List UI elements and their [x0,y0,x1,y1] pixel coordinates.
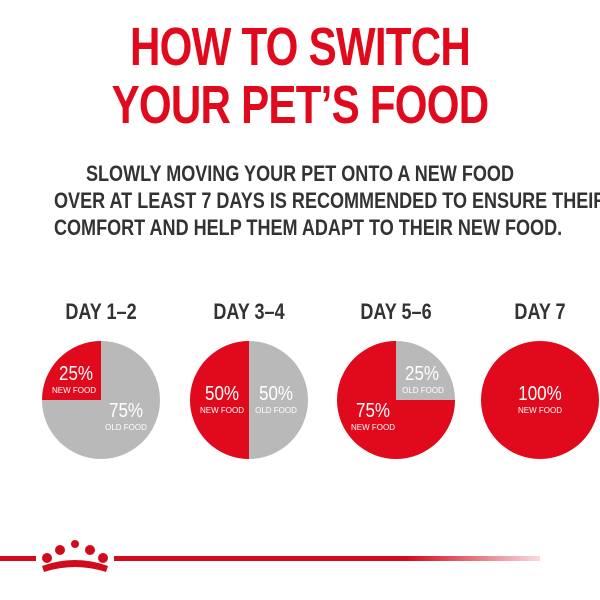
pie-3-old-caption: OLD FOOD [402,386,444,395]
pie-1-old-caption: OLD FOOD [105,423,147,432]
pie-slice-new-food [42,341,101,400]
intro-line-1: SLOWLY MOVING YOUR PET ONTO A NEW FOOD [86,161,514,186]
pie-2-old-caption: OLD FOOD [255,406,297,415]
intro-line-3: COMFORT AND HELP THEM ADAPT TO THEIR NEW… [54,215,563,240]
page-title: HOW TO SWITCH YOUR PET’S FOOD [66,18,534,134]
title-line-2: YOUR PET’S FOOD [111,75,490,135]
day-7-label: DAY 7 [514,299,566,324]
pie-3-new-pct: 75% [355,400,391,422]
pie-day-1-2-chart [42,341,160,459]
pie-2-new-pct: 50% [204,383,240,405]
pie-1-old-pct: 75% [108,400,144,422]
pie-slice-new-food [481,341,599,459]
pie-day-3-4-chart [190,341,308,459]
crown-logo-svg [42,540,108,572]
pie-day-3-4: 50% NEW FOOD 50% OLD FOOD [189,340,309,460]
pie-day-5-6-chart [337,341,455,459]
day-1-2-label: DAY 1–2 [65,299,137,324]
crown-logo-icon [36,536,114,580]
pie-day-7: 100% NEW FOOD [480,340,600,460]
pie-day-1-2: 25% NEW FOOD 75% OLD FOOD [41,340,161,460]
intro-text: SLOWLY MOVING YOUR PET ONTO A NEW FOOD O… [54,160,600,241]
pie-day-7-chart [481,341,599,459]
pie-slice-new-food [190,341,249,459]
pie-2-old-pct: 50% [258,383,294,405]
pie-3-old-pct: 25% [404,363,440,385]
pie-3-new-caption: NEW FOOD [351,423,395,432]
pie-slice-new-food [337,341,455,459]
day-5-6-label: DAY 5–6 [360,299,432,324]
pie-4-new-pct: 100% [518,383,562,405]
title-line-1: HOW TO SWITCH [129,17,471,77]
pie-4-new-caption: NEW FOOD [518,406,562,415]
intro-line-2: OVER AT LEAST 7 DAYS IS RECOMMENDED TO E… [54,188,600,213]
footer-divider [0,556,540,561]
pie-1-new-caption: NEW FOOD [52,386,96,395]
day-3-4-label: DAY 3–4 [213,299,285,324]
pie-day-5-6: 25% OLD FOOD 75% NEW FOOD [336,340,456,460]
pie-1-new-pct: 25% [58,363,94,385]
pie-2-new-caption: NEW FOOD [200,406,244,415]
